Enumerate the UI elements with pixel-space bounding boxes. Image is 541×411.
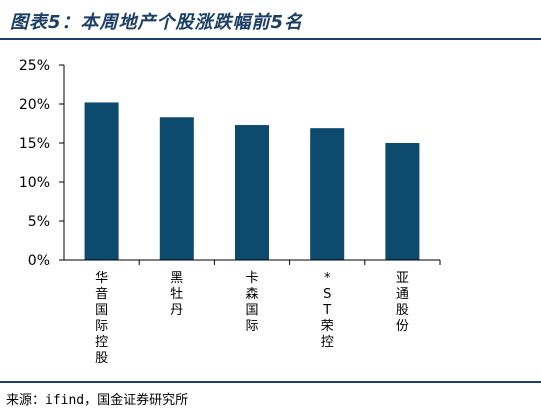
y-tick-label: 0%: [28, 253, 50, 269]
y-tick-label: 25%: [19, 58, 50, 74]
x-category-label: * S T 荣控: [321, 271, 334, 350]
bars: [84, 102, 420, 260]
y-tick-label: 10%: [19, 175, 50, 191]
x-category-label: 卡森国际: [245, 271, 258, 334]
y-axis: 0% 5% 10% 15% 20% 25%: [19, 58, 65, 269]
title-bar: 图表5：本周地产个股涨跌幅前5名: [0, 0, 541, 40]
bar: [159, 117, 194, 260]
y-tick-label: 5%: [28, 214, 50, 230]
x-category-label: 黑牡丹: [170, 271, 183, 318]
x-axis: 华音国际控股 黑牡丹 卡森国际 * S T 荣控 亚通股份: [64, 259, 441, 366]
bar-chart: 0% 5% 10% 15% 20% 25% 华音国际控股 黑牡丹 卡森国际 * S T 荣控 亚通股份: [19, 58, 441, 366]
x-category-label: 亚通股份: [396, 271, 409, 334]
chart-title: 图表5：本周地产个股涨跌幅前5名: [10, 12, 304, 33]
bar: [235, 125, 269, 260]
y-tick-label: 20%: [19, 97, 50, 113]
source-note: 来源：ifind，国金证券研究所: [6, 393, 189, 408]
source-bar: 来源：ifind，国金证券研究所: [0, 381, 541, 411]
y-tick-label: 15%: [19, 136, 50, 152]
bar: [84, 102, 119, 260]
bar: [385, 143, 420, 260]
bar: [310, 128, 345, 260]
x-category-label: 华音国际控股: [95, 271, 108, 366]
